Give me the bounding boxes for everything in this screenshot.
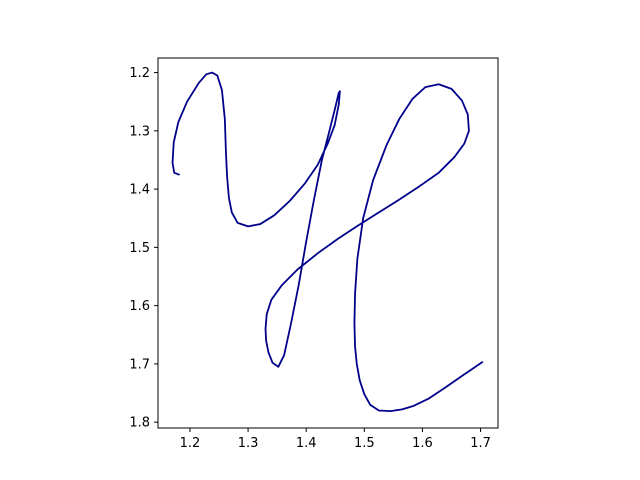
y-tick-label: 1.2 bbox=[129, 66, 150, 81]
x-tick-label: 1.4 bbox=[296, 436, 317, 451]
y-axis: 1.2 1.3 1.4 1.5 1.6 1.7 1.8 bbox=[129, 66, 158, 431]
plot-frame bbox=[157, 57, 499, 429]
y-tick-label: 1.3 bbox=[129, 124, 150, 139]
x-tick-label: 1.3 bbox=[238, 436, 259, 451]
y-tick-label: 1.8 bbox=[129, 416, 150, 431]
plot-area bbox=[158, 58, 498, 428]
x-tick-label: 1.5 bbox=[354, 436, 375, 451]
y-tick-label: 1.7 bbox=[129, 357, 150, 372]
x-tick-label: 1.6 bbox=[412, 436, 433, 451]
series-line-0 bbox=[171, 71, 484, 412]
series-layer bbox=[171, 71, 484, 412]
x-axis: 1.2 1.3 1.4 1.5 1.6 1.7 bbox=[180, 428, 491, 451]
x-tick-label: 1.2 bbox=[180, 436, 201, 451]
y-tick-label: 1.5 bbox=[129, 241, 150, 256]
y-tick-label: 1.6 bbox=[129, 299, 150, 314]
x-tick-label: 1.7 bbox=[470, 436, 491, 451]
y-tick-label: 1.4 bbox=[129, 183, 150, 198]
